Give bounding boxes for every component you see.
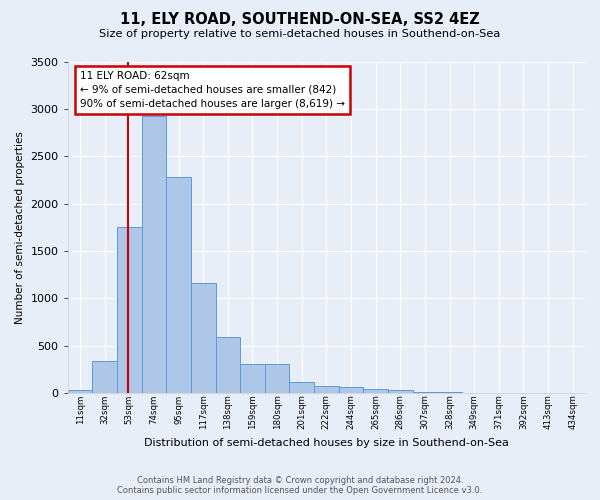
Text: Size of property relative to semi-detached houses in Southend-on-Sea: Size of property relative to semi-detach… — [100, 29, 500, 39]
Bar — [191, 283, 215, 393]
Text: 11 ELY ROAD: 62sqm
← 9% of semi-detached houses are smaller (842)
90% of semi-de: 11 ELY ROAD: 62sqm ← 9% of semi-detached… — [80, 71, 345, 109]
Bar — [142, 116, 166, 393]
Bar — [92, 360, 117, 393]
Bar — [364, 389, 388, 393]
Y-axis label: Number of semi-detached properties: Number of semi-detached properties — [15, 131, 25, 324]
Bar — [215, 337, 240, 393]
Bar — [68, 390, 92, 393]
Text: Contains HM Land Registry data © Crown copyright and database right 2024.
Contai: Contains HM Land Registry data © Crown c… — [118, 476, 482, 495]
Text: 11, ELY ROAD, SOUTHEND-ON-SEA, SS2 4EZ: 11, ELY ROAD, SOUTHEND-ON-SEA, SS2 4EZ — [120, 12, 480, 28]
Bar — [265, 364, 289, 393]
Bar — [289, 382, 314, 393]
Bar — [314, 386, 338, 393]
Bar — [166, 177, 191, 393]
Bar — [240, 364, 265, 393]
X-axis label: Distribution of semi-detached houses by size in Southend-on-Sea: Distribution of semi-detached houses by … — [144, 438, 509, 448]
Bar — [413, 392, 437, 393]
Bar — [117, 227, 142, 393]
Bar — [388, 390, 413, 393]
Bar — [338, 386, 364, 393]
